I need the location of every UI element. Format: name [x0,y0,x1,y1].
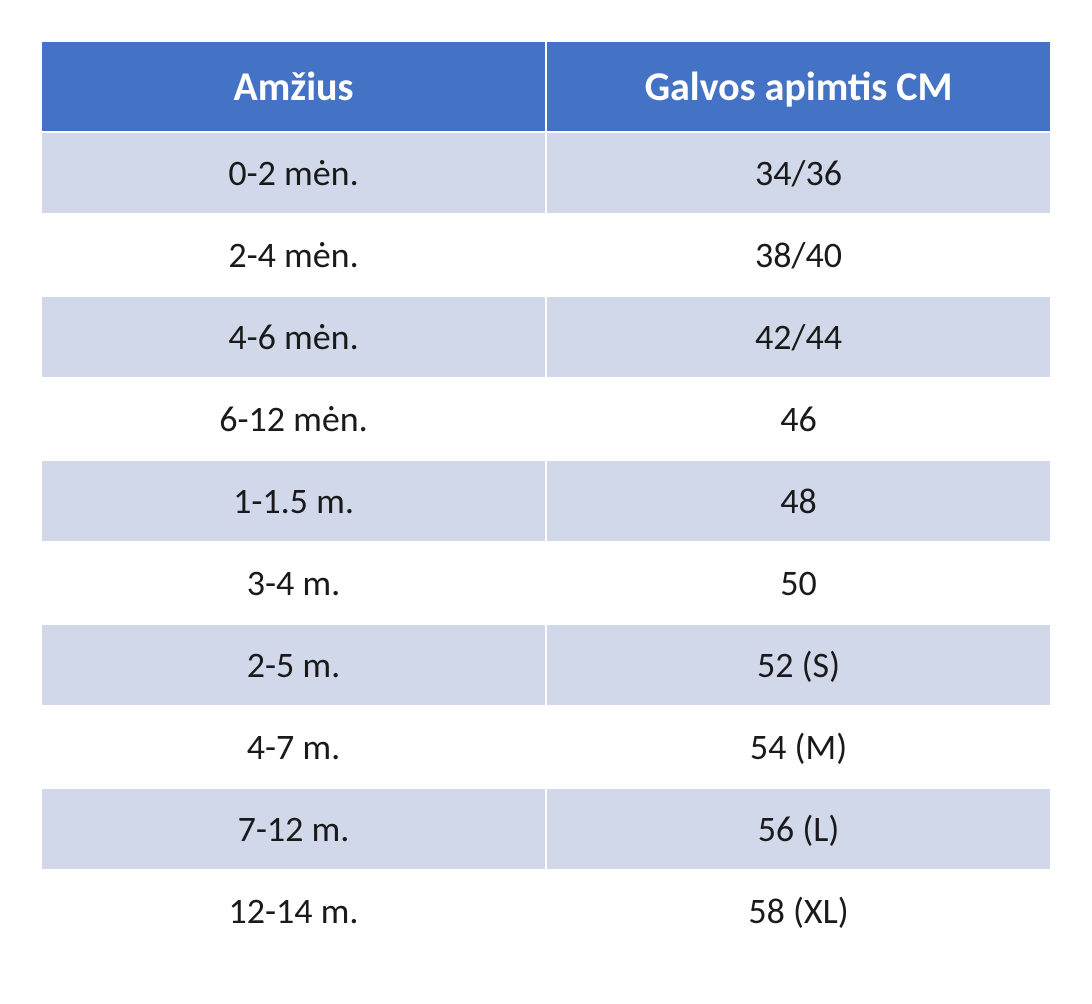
cell-circumference: 56 (L) [546,788,1051,870]
size-table: Amžius Galvos apimtis CM 0-2 mėn. 34/36 … [40,40,1052,953]
cell-circumference: 42/44 [546,296,1051,378]
size-table-container: Amžius Galvos apimtis CM 0-2 mėn. 34/36 … [40,40,1052,953]
table-header-row: Amžius Galvos apimtis CM [41,41,1051,132]
header-circumference: Galvos apimtis CM [546,41,1051,132]
cell-age: 6-12 mėn. [41,378,546,460]
table-row: 7-12 m. 56 (L) [41,788,1051,870]
cell-circumference: 34/36 [546,132,1051,214]
table-row: 4-6 mėn. 42/44 [41,296,1051,378]
cell-circumference: 52 (S) [546,624,1051,706]
cell-circumference: 50 [546,542,1051,624]
table-row: 1-1.5 m. 48 [41,460,1051,542]
table-row: 3-4 m. 50 [41,542,1051,624]
cell-age: 1-1.5 m. [41,460,546,542]
table-row: 12-14 m. 58 (XL) [41,870,1051,952]
cell-age: 3-4 m. [41,542,546,624]
cell-age: 2-5 m. [41,624,546,706]
cell-age: 0-2 mėn. [41,132,546,214]
cell-age: 12-14 m. [41,870,546,952]
cell-circumference: 38/40 [546,214,1051,296]
table-row: 2-4 mėn. 38/40 [41,214,1051,296]
cell-circumference: 48 [546,460,1051,542]
cell-age: 4-7 m. [41,706,546,788]
cell-circumference: 46 [546,378,1051,460]
table-row: 0-2 mėn. 34/36 [41,132,1051,214]
cell-age: 4-6 mėn. [41,296,546,378]
table-row: 2-5 m. 52 (S) [41,624,1051,706]
cell-circumference: 54 (M) [546,706,1051,788]
cell-age: 2-4 mėn. [41,214,546,296]
header-age: Amžius [41,41,546,132]
table-row: 6-12 mėn. 46 [41,378,1051,460]
cell-age: 7-12 m. [41,788,546,870]
cell-circumference: 58 (XL) [546,870,1051,952]
table-row: 4-7 m. 54 (M) [41,706,1051,788]
